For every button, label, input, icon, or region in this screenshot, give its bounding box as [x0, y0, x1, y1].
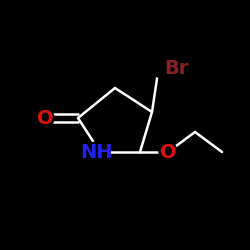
- Text: O: O: [37, 108, 53, 128]
- Text: Br: Br: [164, 58, 188, 78]
- Ellipse shape: [84, 142, 110, 162]
- Ellipse shape: [36, 108, 54, 128]
- Text: NH: NH: [81, 142, 113, 162]
- Text: O: O: [160, 142, 176, 162]
- Ellipse shape: [159, 142, 177, 162]
- Ellipse shape: [150, 58, 178, 78]
